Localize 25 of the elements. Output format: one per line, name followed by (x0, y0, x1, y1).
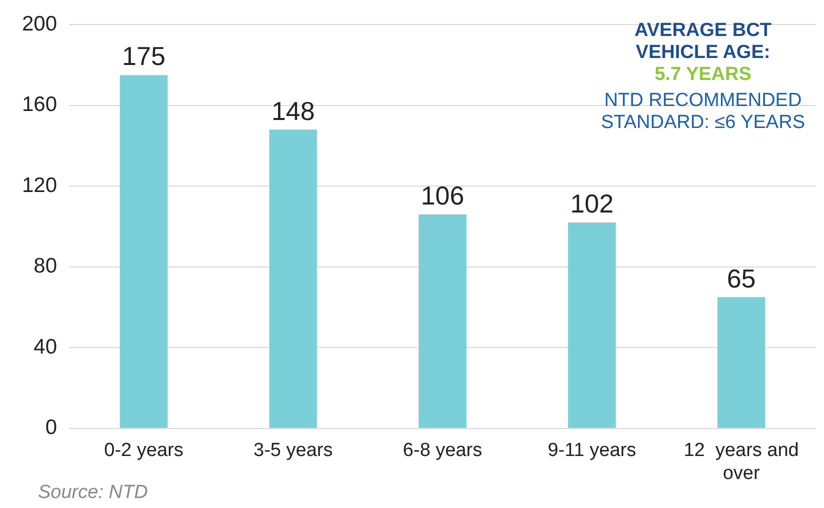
data-label: 175 (122, 41, 166, 72)
data-label: 102 (570, 188, 614, 219)
bar (120, 75, 168, 428)
data-label: 106 (420, 180, 464, 211)
bar (418, 214, 466, 428)
x-tick-label: 9-11 years (548, 440, 636, 462)
annotation: NTD RECOMMENDED STANDARD: ≤6 YEARS (600, 90, 806, 134)
source-note: Source: NTD (38, 482, 148, 504)
data-label: 148 (271, 96, 315, 126)
y-tick-label: 120 (22, 174, 58, 197)
x-tick-label: 12 years and over (684, 440, 799, 484)
y-tick-label: 80 (34, 254, 58, 278)
x-tick-label: 6-8 years (402, 440, 482, 462)
annotation: 5.7 YEARS (654, 64, 752, 86)
annotation: AVERAGE BCT VEHICLE AGE: (634, 20, 772, 64)
bar (269, 130, 318, 428)
x-tick-label: 0-2 years (104, 440, 184, 462)
bar (568, 222, 616, 428)
y-tick-label: 40 (34, 335, 58, 358)
bar (717, 297, 766, 428)
x-tick-label: 3-5 years (254, 440, 333, 462)
y-tick-label: 160 (22, 93, 58, 116)
y-tick-label: 0 (45, 416, 58, 440)
data-label: 65 (726, 263, 756, 294)
y-tick-label: 200 (22, 12, 58, 36)
